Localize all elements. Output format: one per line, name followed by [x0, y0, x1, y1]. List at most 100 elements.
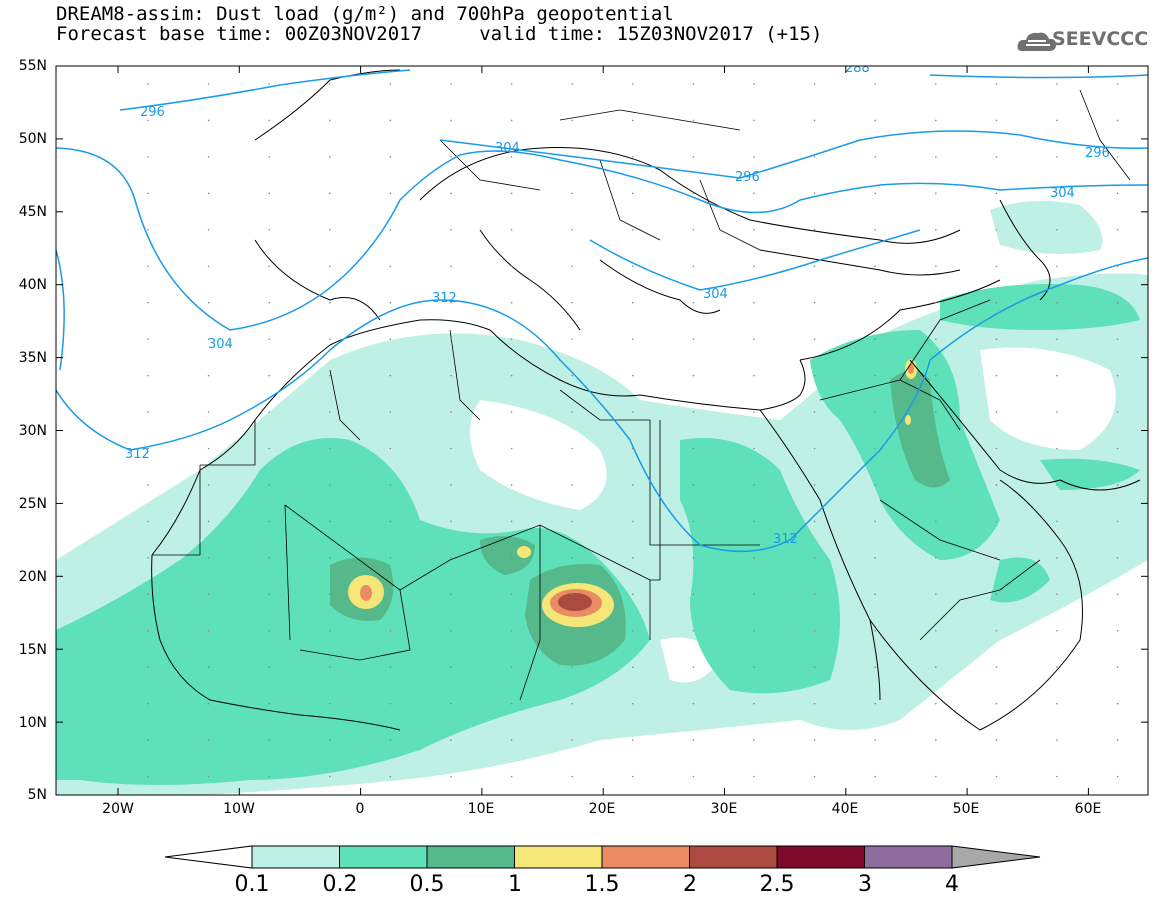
lat-label: 40N — [18, 277, 47, 293]
grid-dot — [753, 775, 755, 778]
grid-dot — [995, 447, 998, 450]
grid-dot — [632, 374, 634, 377]
grid-dot — [1056, 119, 1058, 122]
lat-label: 45N — [18, 204, 47, 220]
grid-dot — [207, 593, 210, 596]
lon-label: 10E — [467, 801, 495, 817]
colorbar-box — [864, 845, 953, 869]
contour-label: 296 — [735, 170, 760, 185]
grid-dot — [753, 265, 755, 268]
grid-dot — [874, 629, 876, 632]
grid-dot — [813, 557, 816, 559]
grid-dot — [935, 265, 937, 268]
grid-dot — [1116, 265, 1119, 268]
grid-dot — [329, 593, 331, 596]
grid-dot — [753, 301, 755, 304]
grid-dot — [632, 156, 634, 158]
grid-dot — [207, 702, 210, 705]
grid-dot — [389, 192, 392, 195]
grid-dot — [1116, 775, 1119, 778]
grid-dot — [874, 83, 876, 85]
grid-dot — [1116, 229, 1119, 231]
grid-dot — [268, 83, 271, 85]
grid-dot — [268, 702, 271, 705]
grid-dot — [571, 775, 573, 778]
grid-dot — [207, 192, 210, 195]
grid-dot — [268, 301, 271, 304]
colorbar — [164, 845, 1041, 869]
grid-dot — [147, 702, 149, 705]
grid-dot — [510, 156, 513, 158]
grid-dot — [753, 520, 755, 523]
grid-dot — [207, 229, 210, 231]
grid-dot — [571, 593, 573, 596]
grid-dot — [571, 702, 573, 705]
grid-dot — [207, 119, 210, 122]
country-borders — [152, 89, 1131, 701]
grid-dot — [571, 447, 573, 450]
contour-label: 296 — [1085, 146, 1110, 161]
grid-dot — [268, 411, 271, 413]
grid-dot — [632, 520, 634, 523]
grid-dot — [995, 83, 998, 85]
grid-dot — [268, 593, 271, 596]
grid-dot — [329, 229, 331, 231]
grid-dot — [632, 229, 634, 231]
grid-dot — [450, 593, 452, 596]
grid-dot — [813, 484, 816, 486]
grid-dot — [450, 666, 452, 668]
grid-dot — [147, 374, 149, 377]
grid-dot — [632, 338, 634, 340]
grid-dot — [692, 265, 695, 268]
grid-dot — [874, 338, 876, 340]
grid-dot — [874, 484, 876, 486]
grid-dot — [753, 192, 755, 195]
seevccc-logo — [1017, 32, 1056, 51]
colorbar-box — [689, 845, 778, 869]
grid-dot — [147, 447, 149, 450]
grid-dot — [753, 447, 755, 450]
lon-label: 10W — [223, 801, 255, 817]
grid-dot — [692, 374, 695, 377]
grid-dot — [632, 192, 634, 195]
grid-dot — [632, 484, 634, 486]
grid-dot — [1056, 629, 1058, 632]
grid-dot — [329, 557, 331, 559]
grid-dot — [632, 739, 634, 741]
grid-dot — [389, 411, 392, 413]
grid-dot — [207, 156, 210, 158]
grid-dot — [692, 520, 695, 523]
lat-label: 30N — [18, 423, 47, 439]
colorbar-label: 0.2 — [322, 872, 358, 897]
grid-dot — [268, 447, 271, 450]
grid-dot — [632, 447, 634, 450]
grid-dot — [1116, 702, 1119, 705]
grid-dot — [632, 593, 634, 596]
grid-dot — [813, 775, 816, 778]
grid-dot — [571, 739, 573, 741]
grid-dot — [935, 229, 937, 231]
grid-dot — [450, 265, 452, 268]
grid-dot — [571, 119, 573, 122]
grid-dot — [450, 374, 452, 377]
grid-dot — [813, 265, 816, 268]
grid-dot — [147, 156, 149, 158]
colorbar-box — [514, 845, 603, 869]
grid-dot — [450, 775, 452, 778]
grid-dot — [995, 229, 998, 231]
grid-dot — [571, 629, 573, 632]
grid-dot — [268, 557, 271, 559]
grid-dot — [510, 119, 513, 122]
grid-dot — [1056, 301, 1058, 304]
contour-label: 288 — [845, 61, 870, 76]
grid-dot — [147, 629, 149, 632]
grid-dot — [207, 411, 210, 413]
grid-dot — [1056, 593, 1058, 596]
grid-dot — [510, 557, 513, 559]
grid-dot — [935, 775, 937, 778]
grid-dot — [329, 301, 331, 304]
grid-dot — [147, 338, 149, 340]
lat-label: 55N — [18, 58, 47, 74]
dust-layer-06 — [558, 593, 592, 611]
grid-dot — [995, 666, 998, 668]
